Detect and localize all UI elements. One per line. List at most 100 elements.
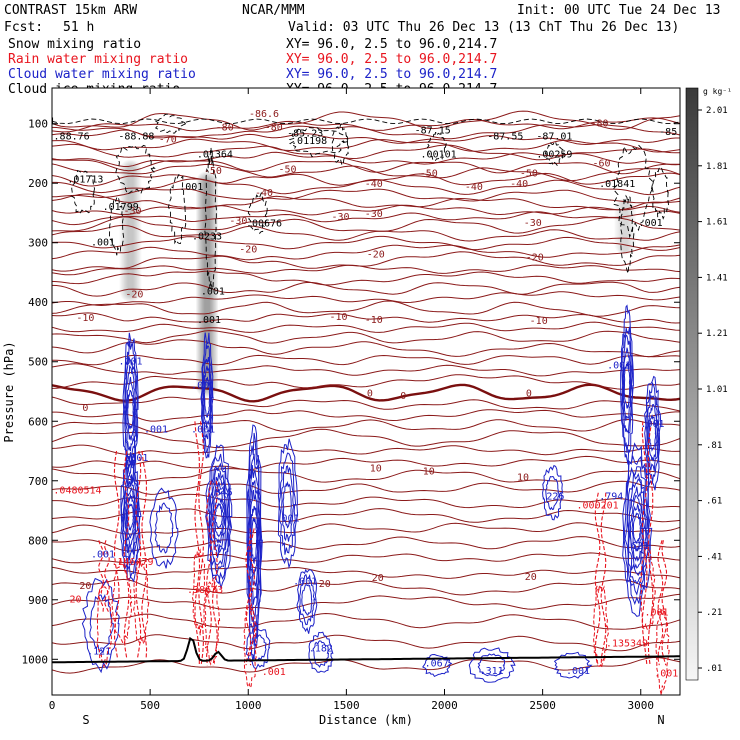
y-tick-label: 100 — [28, 118, 48, 131]
rain-water-contour — [655, 608, 670, 696]
y-tick-label: 200 — [28, 177, 48, 190]
extremum-label: .311 — [480, 666, 504, 677]
cloud-water-contour — [278, 452, 297, 555]
cloud-water-contour — [211, 481, 227, 553]
extremum-label: .067 — [425, 658, 449, 669]
extremum-label: -88.88 — [118, 132, 154, 143]
extremum-label: .001 — [639, 218, 663, 229]
cloud-ice-contour — [153, 113, 186, 134]
temperature-label: -20 — [367, 249, 385, 260]
temperature-contour — [51, 657, 681, 674]
extremum-label: -85.23 — [287, 129, 323, 140]
y-tick-label: 300 — [28, 237, 48, 250]
x-tick-label: 0 — [49, 699, 56, 712]
extremum-label: -87.55 — [487, 132, 523, 143]
cloud-ice-contour-layer — [51, 113, 681, 290]
rain-water-contour — [96, 582, 113, 667]
colorbar-tick-label: 1.81 — [706, 162, 728, 172]
cloud-water-contour — [201, 343, 213, 454]
temperature-label: -20 — [125, 289, 143, 300]
model-title: CONTRAST 15km ARW — [4, 3, 137, 18]
cloud-water-contour — [545, 475, 560, 511]
snow-shade — [128, 166, 134, 296]
cloud-water-contour — [282, 480, 292, 529]
temperature-label: -10 — [530, 316, 548, 327]
cloud-water-contour — [621, 326, 634, 454]
terrain-layer — [51, 636, 680, 664]
extremum-label: .001 — [566, 666, 590, 677]
temperature-contour — [51, 251, 681, 272]
extremum-label: .38633 — [187, 585, 223, 596]
plot-area: -30-30 -30 -30-30-40-40 -40 -40-50 -50 -50-50-… — [51, 87, 681, 696]
colorbar-tick-label: 1.01 — [706, 385, 728, 395]
y-tick-label: 500 — [28, 356, 48, 369]
extremum-label: .001 — [191, 380, 215, 391]
temperature-label: 20 — [319, 579, 331, 590]
cloud-water-contour — [120, 459, 140, 578]
temperature-contour — [51, 204, 681, 216]
extremum-label: .182 — [309, 643, 333, 654]
temperature-contour — [51, 264, 681, 276]
temperature-contour — [51, 396, 681, 412]
temperature-contour — [51, 138, 681, 153]
extremum-label: .001 — [201, 286, 225, 297]
cloud-water-contour — [468, 647, 516, 683]
temperature-contour — [51, 330, 681, 344]
temperature-contour-layer — [51, 110, 681, 674]
header: CONTRAST 15km ARW NCAR/MMM Init: 00 UTC … — [4, 3, 721, 97]
y-axis-title: Pressure (hPa) — [2, 341, 16, 442]
temperature-label: -50 — [420, 169, 438, 180]
cloud-water-contour — [126, 376, 135, 441]
cloud-water-contour — [245, 628, 271, 670]
cloud-water-contour — [312, 640, 330, 668]
temperature-label: 10 — [423, 467, 435, 478]
temperature-label: -10 — [329, 312, 347, 323]
x-tick-label: 2000 — [431, 699, 458, 712]
y-tick-label: 600 — [28, 415, 48, 428]
temperature-label: 20 — [372, 573, 384, 584]
temperature-contour — [51, 159, 680, 175]
temperature-contour — [51, 374, 681, 390]
cloud-water-contour — [553, 651, 593, 679]
temperature-contour — [52, 409, 680, 422]
temperature-label: -30 — [331, 212, 349, 223]
temperature-contour — [51, 455, 681, 471]
temperature-contour — [51, 281, 681, 297]
y-tick-label: 900 — [28, 594, 48, 607]
cloud-water-contour — [644, 375, 662, 491]
colorbar-tick-label: .01 — [706, 664, 722, 674]
temperature-contour — [51, 468, 681, 483]
temperature-contour — [51, 291, 681, 307]
temperature-contour — [51, 552, 681, 564]
zero-isotherm — [51, 383, 681, 403]
cloud-water-contour — [645, 381, 660, 483]
extremum-label: .001 — [640, 419, 664, 430]
temperature-label: -30 — [524, 218, 542, 229]
temperature-contour — [51, 522, 681, 535]
cloud-water-contour — [280, 465, 295, 542]
cloud-water-contour — [277, 438, 299, 569]
temperature-label: -86.6 — [249, 109, 279, 120]
cloud-water-contour — [623, 454, 650, 606]
colorbar-tick-label: .41 — [706, 552, 722, 562]
cloud-water-contour — [477, 653, 506, 677]
cloud-water-contour — [626, 472, 648, 585]
extremum-label: .00101 — [421, 150, 457, 161]
cloud-water-contour — [646, 393, 659, 472]
snow-shade — [199, 175, 215, 393]
cloud-ice-contour — [70, 169, 95, 215]
rain-water-contour — [647, 421, 654, 666]
cloud-water-contour — [248, 479, 260, 605]
snow-column — [120, 159, 142, 302]
cloud-water-contour — [125, 364, 136, 452]
extremum-label: .001 — [179, 182, 203, 193]
temperature-label: -80 — [590, 119, 608, 130]
extremum-label: .01198 — [291, 136, 327, 147]
temperature-contour — [51, 235, 681, 251]
extremum-label: -87.15 — [415, 126, 451, 137]
temperature-contour — [51, 480, 681, 495]
rain-water-contour — [639, 546, 656, 631]
cloud-water-contour — [123, 473, 139, 561]
temperature-label: -50 — [204, 166, 222, 177]
temperature-label: -80 — [265, 123, 283, 134]
